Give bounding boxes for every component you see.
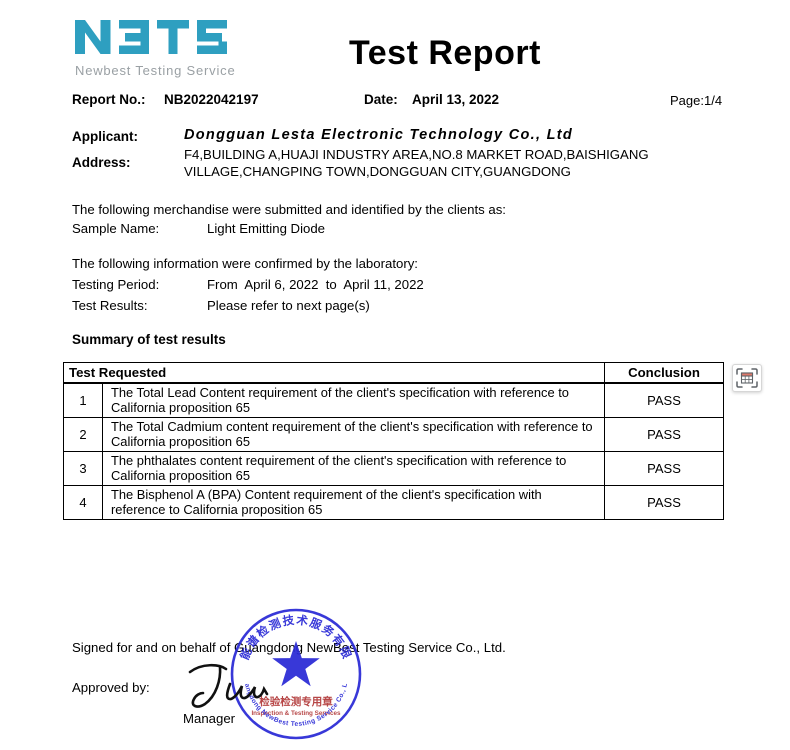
report-no-label: Report No.: (72, 92, 146, 107)
row-number: 1 (63, 382, 103, 418)
page-indicator: Page:1/4 (670, 93, 723, 108)
row-conclusion: PASS (604, 382, 724, 418)
applicant-label: Applicant: (72, 129, 138, 144)
approved-by-label: Approved by: (72, 680, 150, 695)
row-test-description: The phthalates content requirement of th… (102, 450, 605, 486)
sample-name-label: Sample Name: (72, 221, 160, 236)
row-conclusion: PASS (604, 484, 724, 520)
row-test-description: The Total Lead Content requirement of th… (102, 382, 605, 418)
nbts-logo-icon (75, 20, 227, 54)
stamp-center-line1: 检验检测专用章 (259, 695, 333, 708)
row-test-description: The Bisphenol A (BPA) Content requiremen… (102, 484, 605, 520)
table-capture-button[interactable] (732, 364, 762, 392)
lab-intro-text: The following information were confirmed… (72, 256, 418, 271)
summary-table: Test Requested Conclusion 1 The Total Le… (63, 362, 724, 520)
table-capture-icon (736, 368, 758, 388)
table-row: 2 The Total Cadmium content requirement … (63, 416, 724, 452)
stamp-star-icon (272, 641, 320, 687)
logo-tagline: Newbest Testing Service (75, 63, 236, 78)
test-results-value: Please refer to next page(s) (207, 298, 370, 313)
table-row: 3 The phthalates content requirement of … (63, 450, 724, 486)
col-header-conclusion: Conclusion (604, 362, 724, 384)
table-row: 1 The Total Lead Content requirement of … (63, 382, 724, 418)
page-title: Test Report (349, 34, 541, 72)
date-label: Date: (364, 92, 398, 107)
summary-heading: Summary of test results (72, 332, 226, 347)
nbts-logo: Newbest Testing Service (75, 20, 236, 78)
table-row: 4 The Bisphenol A (BPA) Content requirem… (63, 484, 724, 520)
approver-signature-icon (188, 663, 269, 708)
date-value: April 13, 2022 (412, 92, 500, 107)
client-intro-text: The following merchandise were submitted… (72, 202, 506, 217)
testing-period-value: From April 6, 2022 to April 11, 2022 (207, 277, 424, 292)
row-number: 3 (63, 450, 103, 486)
col-header-test-requested: Test Requested (63, 362, 605, 384)
address-label: Address: (72, 155, 131, 170)
row-test-description: The Total Cadmium content requirement of… (102, 416, 605, 452)
row-conclusion: PASS (604, 450, 724, 486)
approver-title: Manager (183, 711, 236, 726)
test-results-label: Test Results: (72, 298, 148, 313)
row-conclusion: PASS (604, 416, 724, 452)
sample-name-value: Light Emitting Diode (207, 221, 326, 236)
testing-period-label: Testing Period: (72, 277, 160, 292)
report-no-value: NB2022042197 (164, 92, 259, 107)
signed-line: Signed for and on behalf of Guangdong Ne… (72, 640, 506, 655)
row-number: 4 (63, 484, 103, 520)
company-stamp-icon: 广东能谱检测技术服务有限公司 检验检测专用章 Inspection & Test… (228, 606, 362, 740)
table-header-row: Test Requested Conclusion (63, 362, 724, 384)
applicant-name: Dongguan Lesta Electronic Technology Co.… (184, 127, 574, 143)
address-value: F4,BUILDING A,HUAJI INDUSTRY AREA,NO.8 M… (184, 147, 649, 179)
stamp-center-line2: Inspection & Testing Services (251, 710, 341, 717)
row-number: 2 (63, 416, 103, 452)
